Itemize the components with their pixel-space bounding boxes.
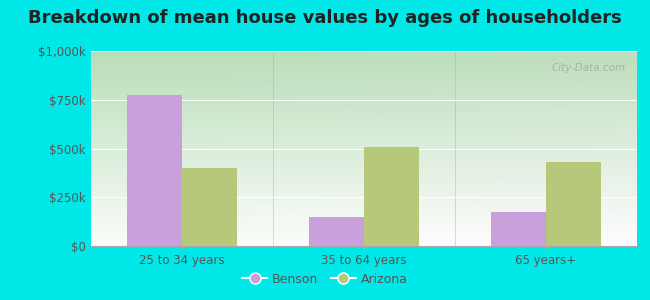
- Bar: [182, 168, 237, 246]
- Bar: [127, 95, 182, 246]
- Text: Breakdown of mean house values by ages of householders: Breakdown of mean house values by ages o…: [28, 9, 622, 27]
- Bar: [364, 146, 419, 246]
- Bar: [309, 217, 364, 246]
- Text: City-Data.com: City-Data.com: [552, 63, 626, 73]
- Bar: [491, 212, 546, 246]
- Bar: [546, 162, 601, 246]
- Legend: Benson, Arizona: Benson, Arizona: [237, 268, 413, 291]
